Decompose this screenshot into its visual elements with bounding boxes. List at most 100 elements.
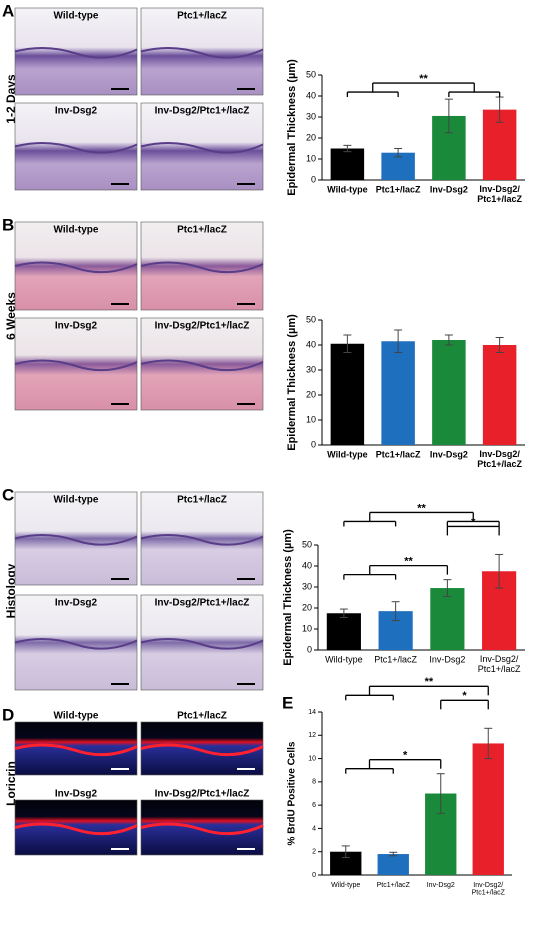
panel-letter: D [2, 705, 14, 724]
bar [326, 613, 361, 650]
x-tick-label: Ptc1+/lacZ [374, 654, 417, 664]
side-label: Histology [4, 563, 18, 618]
tissue-edge [14, 534, 138, 546]
image-label: Ptc1+/lacZ [177, 495, 227, 506]
histology-image [14, 7, 138, 96]
histology-image [14, 221, 138, 311]
x-tick-label: Inv-Dsg2/Ptc1+/lacZ [477, 184, 522, 204]
x-tick-label: Ptc1+/lacZ [377, 882, 411, 889]
image-label: Inv-Dsg2/Ptc1+/lacZ [155, 321, 250, 332]
error-bar [495, 553, 504, 589]
bar [330, 343, 365, 445]
significance-label: ** [417, 502, 426, 514]
histology-image [140, 799, 264, 856]
y-tick-label: 30 [306, 364, 316, 374]
x-tick-label: Ptc1+/lacZ [376, 449, 421, 459]
y-tick-label: 0 [311, 439, 316, 449]
image-label: Ptc1+/lacZ [177, 225, 227, 236]
error-bar [444, 334, 453, 346]
y-tick-label: 40 [306, 339, 316, 349]
tissue-edge [14, 261, 138, 274]
image-label: Inv-Dsg2 [55, 789, 98, 800]
bar [377, 854, 409, 875]
significance-label: ** [425, 676, 434, 688]
y-tick-label: 40 [306, 90, 316, 100]
histology-image [140, 221, 264, 311]
tissue-edge [14, 638, 138, 650]
tissue-edge [14, 47, 138, 59]
side-label: Loricrin [4, 761, 18, 806]
y-tick-label: 50 [302, 539, 312, 549]
tissue-edge [140, 359, 264, 372]
tissue-edge [14, 743, 138, 757]
significance-label: * [471, 516, 476, 528]
y-tick-label: 20 [306, 389, 316, 399]
y-axis-label: Epidermal Thickness (µm) [282, 529, 294, 666]
bar [330, 148, 365, 180]
bar [381, 341, 415, 445]
y-tick-label: 30 [302, 581, 312, 591]
image-label: Wild-type [54, 711, 99, 722]
histology-image [140, 102, 264, 191]
y-tick-label: 2 [312, 849, 316, 856]
tissue-edge [140, 142, 264, 154]
error-bar [341, 845, 350, 859]
tissue-edge [140, 822, 264, 836]
image-label: Ptc1+/lacZ [177, 11, 227, 22]
histology-image [14, 491, 138, 586]
error-bar [436, 773, 445, 814]
significance-label: * [403, 750, 408, 762]
error-bar [339, 608, 348, 618]
y-tick-label: 8 [312, 779, 316, 786]
x-tick-label: Inv-Dsg2 [430, 449, 468, 459]
panel-letter: B [2, 215, 14, 234]
y-axis-label: Epidermal Thickness (µm) [286, 314, 298, 451]
y-tick-label: 50 [306, 69, 316, 79]
image-label: Inv-Dsg2 [55, 106, 98, 117]
side-label: 1-2 Days [4, 74, 18, 124]
error-bar [394, 148, 403, 158]
significance-bracket: ** [343, 556, 449, 580]
error-bar [484, 727, 493, 760]
panel-letter: A [2, 1, 14, 20]
x-tick-label: Inv-Dsg2 [427, 882, 455, 889]
histology-image [140, 594, 264, 691]
x-tick-label: Inv-Dsg2/Ptc1+/lacZ [478, 654, 521, 674]
x-tick-label: Inv-Dsg2/Ptc1+/lacZ [477, 449, 522, 469]
panel-letter: C [2, 485, 14, 504]
tissue-edge [140, 534, 264, 546]
error-bar [495, 337, 504, 353]
tissue-edge [140, 47, 264, 59]
error-bar [444, 98, 453, 134]
image-label: Ptc1+/lacZ [177, 711, 227, 722]
image-label: Inv-Dsg2 [55, 321, 98, 332]
y-axis-label: Epidermal Thickness (µm) [286, 59, 298, 196]
histology-image [14, 317, 138, 411]
y-tick-label: 14 [308, 709, 316, 716]
y-tick-label: 50 [306, 314, 316, 324]
histology-image [140, 317, 264, 411]
error-bar [443, 579, 452, 597]
histology-image [14, 721, 138, 776]
error-bar [391, 601, 400, 622]
image-label: Wild-type [54, 11, 99, 22]
significance-bracket: * [345, 750, 442, 774]
y-tick-label: 10 [306, 414, 316, 424]
image-label: Inv-Dsg2/Ptc1+/lacZ [155, 598, 250, 609]
y-tick-label: 6 [312, 802, 316, 809]
tissue-edge [140, 638, 264, 650]
y-tick-label: 12 [308, 732, 316, 739]
histology-image [14, 594, 138, 691]
x-tick-label: Wild-type [327, 449, 367, 459]
y-tick-label: 10 [306, 153, 316, 163]
x-tick-label: Inv-Dsg2/Ptc1+/lacZ [472, 882, 506, 897]
x-tick-label: Wild-type [331, 882, 360, 889]
tissue-edge [140, 261, 264, 274]
significance-bracket: ** [346, 73, 501, 98]
bar [430, 588, 465, 650]
image-label: Inv-Dsg2/Ptc1+/lacZ [155, 106, 250, 117]
image-label: Inv-Dsg2 [55, 598, 98, 609]
y-axis-label: % BrdU Positive Cells [287, 741, 298, 845]
y-tick-label: 10 [302, 623, 312, 633]
tissue-edge [140, 743, 264, 757]
